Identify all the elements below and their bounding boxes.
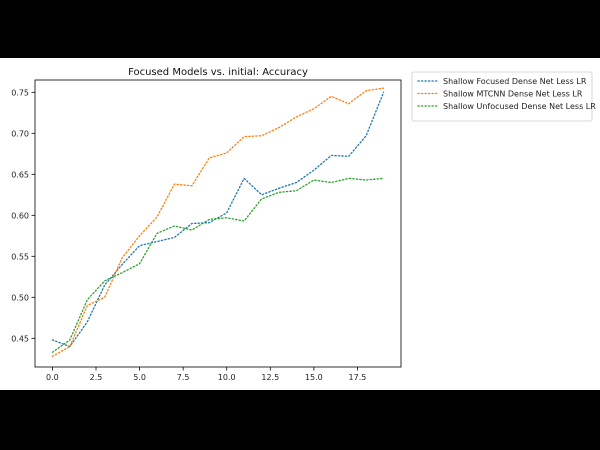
legend-label-3: Shallow Unfocused Dense Net Less LR: [443, 102, 596, 111]
y-tick-label: 0.45: [11, 334, 29, 343]
x-tick-label: 5.0: [133, 373, 146, 382]
x-tick-label: 10.0: [218, 373, 236, 382]
series-line-1: [51, 91, 385, 348]
y-tick-label: 0.65: [11, 170, 29, 179]
y-tick-label: 0.55: [11, 252, 29, 261]
legend-label-1: Shallow Focused Dense Net Less LR: [443, 77, 587, 86]
y-axis: 0.45 0.50 0.55 0.60 0.65 0.70 0.75: [11, 88, 35, 343]
chart-title: Focused Models vs. initial: Accuracy: [128, 67, 308, 78]
letterbox-bottom: [0, 390, 600, 450]
x-tick-label: 2.5: [90, 373, 103, 382]
y-tick-label: 0.50: [11, 293, 29, 302]
x-tick-label: 17.5: [349, 373, 367, 382]
plot-area-frame: [34, 79, 402, 368]
series-line-2: [51, 87, 385, 357]
legend-label-2: Shallow MTCNN Dense Net Less LR: [443, 90, 583, 99]
x-tick-label: 15.0: [305, 373, 323, 382]
series-line-3: [51, 177, 385, 353]
legend-box: [411, 71, 593, 122]
series-layer: [51, 87, 385, 357]
y-tick-label: 0.75: [11, 88, 29, 97]
letterbox-top: [0, 0, 600, 58]
x-axis: 0.0 2.5 5.0 7.5 10.0 12.5 15.0 17.5: [46, 367, 366, 382]
x-tick-label: 12.5: [261, 373, 279, 382]
x-tick-label: 0.0: [46, 373, 59, 382]
x-tick-label: 7.5: [177, 373, 190, 382]
legend: Shallow Focused Dense Net Less LR Shallow…: [411, 71, 596, 122]
y-tick-label: 0.70: [11, 129, 29, 138]
y-tick-label: 0.60: [11, 211, 29, 220]
